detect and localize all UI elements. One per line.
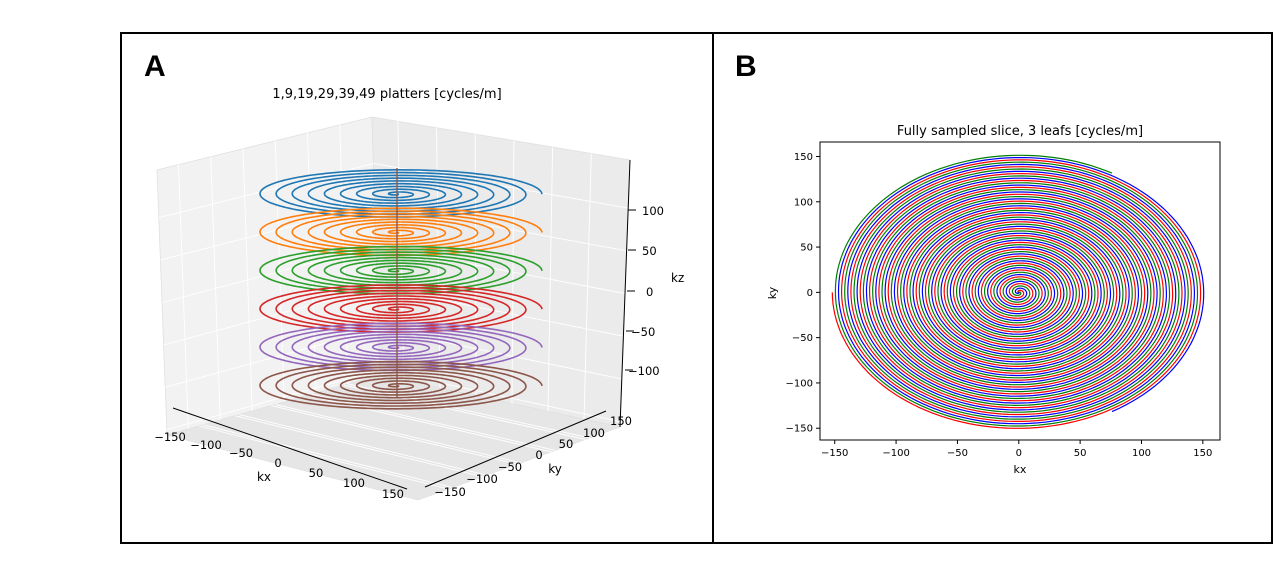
ky-axis-line <box>424 410 607 488</box>
panel-a-3d-plot: 1,9,19,29,39,49 platters [cycles/m] 100 … <box>154 87 684 501</box>
x-tick-label: 100 <box>1132 448 1151 459</box>
y-tick-label: 50 <box>800 243 813 254</box>
kz-tick-label: −100 <box>628 364 660 378</box>
y-tick-label: −150 <box>786 424 813 435</box>
x-tick-label: −150 <box>821 448 848 459</box>
ky-tick-label: −150 <box>434 485 466 499</box>
platter-spiral <box>259 284 543 333</box>
leaf-spiral <box>834 154 1199 427</box>
ky-tick-label: 0 <box>535 448 542 462</box>
kz-tick-label: 50 <box>642 244 657 258</box>
kz-axis-line <box>619 159 631 428</box>
platter-spirals <box>259 169 543 410</box>
kx-axis-line <box>172 407 408 490</box>
y-tick-label: −100 <box>786 378 813 389</box>
leaf-spiral <box>831 159 1202 429</box>
x-tick-label: 0 <box>1016 448 1022 459</box>
kx-tick-label: 150 <box>382 487 404 501</box>
y-tick-label: 0 <box>807 288 813 299</box>
x-tick-label: 150 <box>1193 448 1212 459</box>
y-tick-labels: 150 100 50 0 −50 −100 −150 <box>786 152 813 435</box>
kz-tick-label: −50 <box>631 325 655 339</box>
leaf-spirals <box>831 154 1205 429</box>
kx-ticks: −150 −100 −50 0 50 100 150 <box>154 430 404 501</box>
x-tick-labels: −150 −100 −50 0 50 100 150 <box>821 448 1212 459</box>
ky-axis-label-b: ky <box>766 286 779 299</box>
chart-a-title: 1,9,19,29,39,49 platters [cycles/m] <box>272 87 501 102</box>
platter-spiral <box>259 245 543 295</box>
ky-tick-label: 100 <box>583 426 605 440</box>
x-tick-label: −100 <box>882 448 909 459</box>
panel-b-2d-plot: Fully sampled slice, 3 leafs [cycles/m] … <box>766 124 1221 476</box>
ky-axis-label: ky <box>548 462 562 476</box>
y-tick-label: 150 <box>794 152 813 163</box>
ky-tick-label: −100 <box>466 472 498 486</box>
chart-b-title: Fully sampled slice, 3 leafs [cycles/m] <box>897 124 1143 139</box>
ky-tick-label: 150 <box>610 414 632 428</box>
ky-tick-label: 50 <box>559 437 574 451</box>
kx-tick-label: 0 <box>274 456 281 470</box>
kx-tick-label: −100 <box>190 438 222 452</box>
platter-spiral <box>259 169 543 218</box>
x-tick-label: 50 <box>1074 448 1087 459</box>
kx-axis-label: kx <box>257 470 271 484</box>
kx-axis-label-b: kx <box>1014 463 1027 476</box>
panel-b-frame <box>712 32 1273 544</box>
kz-tick-label: 0 <box>646 285 653 299</box>
leaf-spiral <box>837 157 1205 425</box>
kz-tick-label: 100 <box>642 204 664 218</box>
kx-tick-label: 50 <box>309 466 324 480</box>
x-tick-label: −50 <box>947 448 968 459</box>
panel-a-letter: A <box>144 50 166 83</box>
ky-tick-label: −50 <box>498 460 522 474</box>
y-tick-label: 100 <box>794 197 813 208</box>
kx-tick-label: 100 <box>343 476 365 490</box>
y-tick-label: −50 <box>792 333 813 344</box>
kx-tick-label: −50 <box>229 446 253 460</box>
ky-ticks: −150 −100 −50 0 50 100 150 <box>434 414 632 499</box>
platter-spiral <box>259 360 543 410</box>
platter-spiral <box>259 207 543 257</box>
plot-b-frame <box>819 141 1221 441</box>
plot-b-ticks: −150 −100 −50 0 50 100 150 150 100 50 0 … <box>786 152 1213 459</box>
panel-b-letter: B <box>735 50 757 83</box>
kz-ticks: 100 50 0 −50 −100 <box>625 204 664 378</box>
platter-spiral <box>259 322 543 372</box>
kx-tick-label: −150 <box>154 430 186 444</box>
kz-axis-label: kz <box>671 271 684 285</box>
